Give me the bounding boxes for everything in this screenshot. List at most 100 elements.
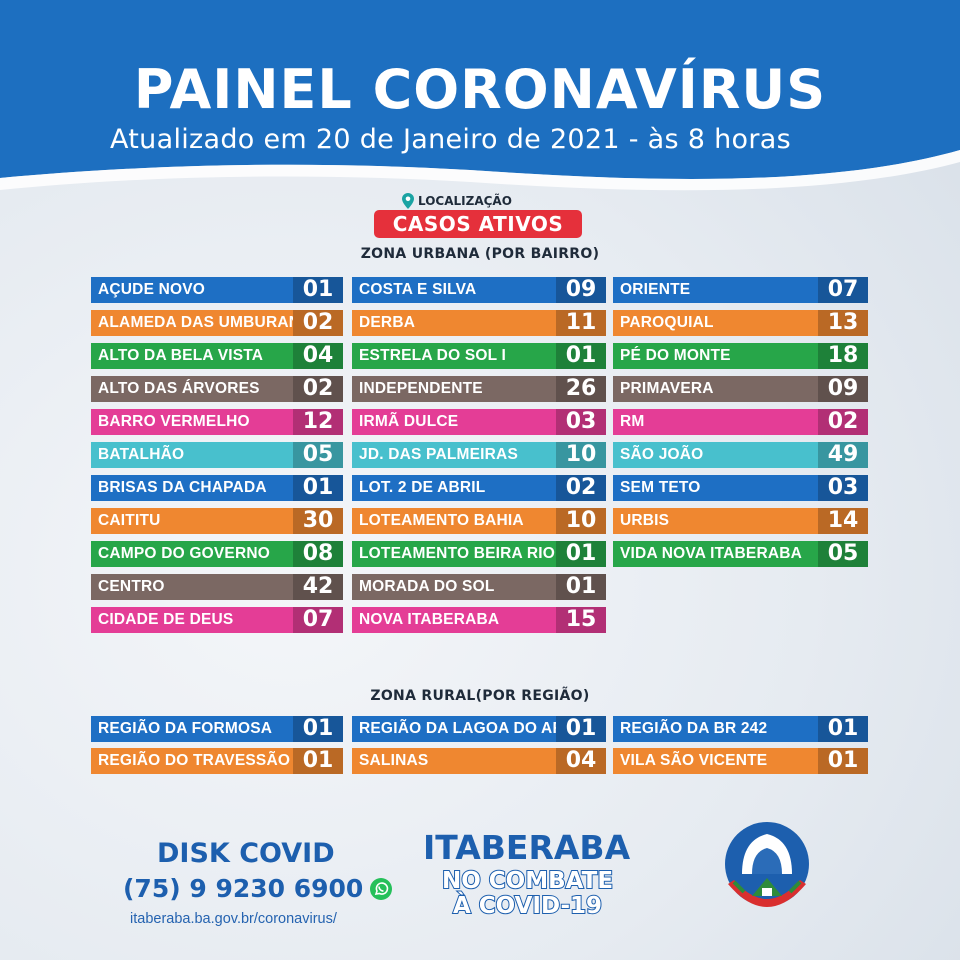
row-count: 09 (818, 376, 868, 402)
row-count: 49 (818, 442, 868, 468)
website-link[interactable]: itaberaba.ba.gov.br/coronavirus/ (130, 911, 337, 927)
location-label: LOCALIZAÇÃO (402, 193, 512, 209)
urban-row-barro-vermelho: BARRO VERMELHO 12 (91, 409, 343, 435)
row-count: 01 (556, 716, 606, 742)
row-name: LOTEAMENTO BEIRA RIO (359, 545, 556, 562)
row-count: 10 (556, 508, 606, 534)
urban-row-costa-e-silva: COSTA E SILVA 09 (352, 277, 606, 303)
row-name: CIDADE DE DEUS (98, 611, 234, 628)
campaign-city: ITABERABA (423, 828, 631, 867)
row-name: IRMÃ DULCE (359, 413, 459, 430)
urban-row-derba: DERBA 11 (352, 310, 606, 336)
row-name: CAITITU (98, 512, 161, 529)
urban-row-campo-do-governo: CAMPO DO GOVERNO 08 (91, 541, 343, 567)
row-count: 01 (556, 541, 606, 567)
row-count: 42 (293, 574, 343, 600)
row-name: ORIENTE (620, 281, 691, 298)
row-name: NOVA ITABERABA (359, 611, 500, 628)
rural-row-vila-sao-vicente: VILA SÃO VICENTE 01 (613, 748, 868, 774)
row-name: INDEPENDENTE (359, 380, 483, 397)
row-count: 18 (818, 343, 868, 369)
rural-zone-label: ZONA RURAL(POR REGIÃO) (370, 688, 590, 704)
urban-row-sao-joao: SÃO JOÃO 49 (613, 442, 868, 468)
row-name: LOTEAMENTO BAHIA (359, 512, 524, 529)
urban-row-sem-teto: SEM TETO 03 (613, 475, 868, 501)
urban-row-morada-do-sol: MORADA DO SOL 01 (352, 574, 606, 600)
row-count: 01 (556, 574, 606, 600)
row-count: 15 (556, 607, 606, 633)
row-count: 04 (293, 343, 343, 369)
row-name: REGIÃO DO TRAVESSÃO (98, 752, 291, 769)
urban-row-estrela-do-sol-i: ESTRELA DO SOL I 01 (352, 343, 606, 369)
urban-row-paroquial: PAROQUIAL 13 (613, 310, 868, 336)
row-name: PÉ DO MONTE (620, 347, 731, 364)
row-name: REGIÃO DA BR 242 (620, 720, 768, 737)
row-name: CAMPO DO GOVERNO (98, 545, 270, 562)
urban-row-jd-das-palmeiras: JD. DAS PALMEIRAS 10 (352, 442, 606, 468)
urban-row-loteamento-bahia: LOTEAMENTO BAHIA 10 (352, 508, 606, 534)
row-name: URBIS (620, 512, 670, 529)
row-count: 14 (818, 508, 868, 534)
row-count: 03 (818, 475, 868, 501)
urban-row-alto-da-bela-vista: ALTO DA BELA VISTA 04 (91, 343, 343, 369)
rural-row-regiao-da-lagoa-do-arroz: REGIÃO DA LAGOA DO ARROZ01 (352, 716, 606, 742)
urban-row-loteamento-beira-rio: LOTEAMENTO BEIRA RIO 01 (352, 541, 606, 567)
row-count: 10 (556, 442, 606, 468)
row-count: 05 (818, 541, 868, 567)
row-count: 04 (556, 748, 606, 774)
urban-row-brisas-da-chapada: BRISAS DA CHAPADA 01 (91, 475, 343, 501)
row-count: 01 (293, 475, 343, 501)
row-count: 01 (556, 343, 606, 369)
rural-row-regiao-da-br-242: REGIÃO DA BR 242 01 (613, 716, 868, 742)
page-title: PAINEL CORONAVÍRUS (133, 58, 827, 121)
row-name: MORADA DO SOL (359, 578, 495, 595)
row-name: VIDA NOVA ITABERABA (620, 545, 803, 562)
urban-row-caititu: CAITITU 30 (91, 508, 343, 534)
rural-row-salinas: SALINAS 04 (352, 748, 606, 774)
row-count: 07 (293, 607, 343, 633)
row-name: VILA SÃO VICENTE (620, 752, 768, 769)
campaign-slogan-line1: NO COMBATE (441, 867, 614, 895)
urban-row-centro: CENTRO 42 (91, 574, 343, 600)
row-name: PAROQUIAL (620, 314, 714, 331)
row-name: LOT. 2 DE ABRIL (359, 479, 486, 496)
urban-row-rm: RM 02 (613, 409, 868, 435)
row-name: AÇUDE NOVO (98, 281, 206, 298)
urban-row-lot-2-de-abril: LOT. 2 DE ABRIL 02 (352, 475, 606, 501)
row-count: 01 (818, 716, 868, 742)
urban-row-acude-novo: AÇUDE NOVO 01 (91, 277, 343, 303)
header-banner (0, 0, 960, 191)
campaign-slogan-line2: À COVID-19 (452, 892, 603, 920)
urban-row-primavera: PRIMAVERA 09 (613, 376, 868, 402)
urban-row-nova-itaberaba: NOVA ITABERABA 15 (352, 607, 606, 633)
phone-number-text: (75) 9 9230 6900 (123, 874, 364, 903)
row-name: JD. DAS PALMEIRAS (359, 446, 518, 463)
row-count: 01 (293, 277, 343, 303)
rural-row-regiao-do-travessao: REGIÃO DO TRAVESSÃO 01 (91, 748, 343, 774)
row-name: ESTRELA DO SOL I (359, 347, 507, 364)
row-name: ALTO DAS ÁRVORES (98, 380, 260, 397)
row-name: COSTA E SILVA (359, 281, 477, 298)
urban-row-oriente: ORIENTE 07 (613, 277, 868, 303)
phone-number: (75) 9 9230 6900 (123, 874, 393, 903)
row-name: BARRO VERMELHO (98, 413, 250, 430)
row-name: CENTRO (98, 578, 165, 595)
rural-row-regiao-da-formosa: REGIÃO DA FORMOSA 01 (91, 716, 343, 742)
row-name: SEM TETO (620, 479, 701, 496)
row-count: 02 (818, 409, 868, 435)
urban-row-irma-dulce: IRMÃ DULCE 03 (352, 409, 606, 435)
urban-row-vida-nova-itaberaba: VIDA NOVA ITABERABA 05 (613, 541, 868, 567)
row-count: 26 (556, 376, 606, 402)
row-count: 12 (293, 409, 343, 435)
row-count: 13 (818, 310, 868, 336)
urban-row-pe-do-monte: PÉ DO MONTE 18 (613, 343, 868, 369)
active-cases-badge: CASOS ATIVOS (374, 210, 582, 238)
disk-covid-text: DISK COVID (157, 838, 335, 869)
row-count: 08 (293, 541, 343, 567)
row-count: 02 (556, 475, 606, 501)
row-name: DERBA (359, 314, 416, 331)
row-name: REGIÃO DA FORMOSA (98, 720, 273, 737)
row-count: 02 (293, 310, 343, 336)
row-name: RM (620, 413, 645, 430)
row-name: SÃO JOÃO (620, 446, 704, 463)
